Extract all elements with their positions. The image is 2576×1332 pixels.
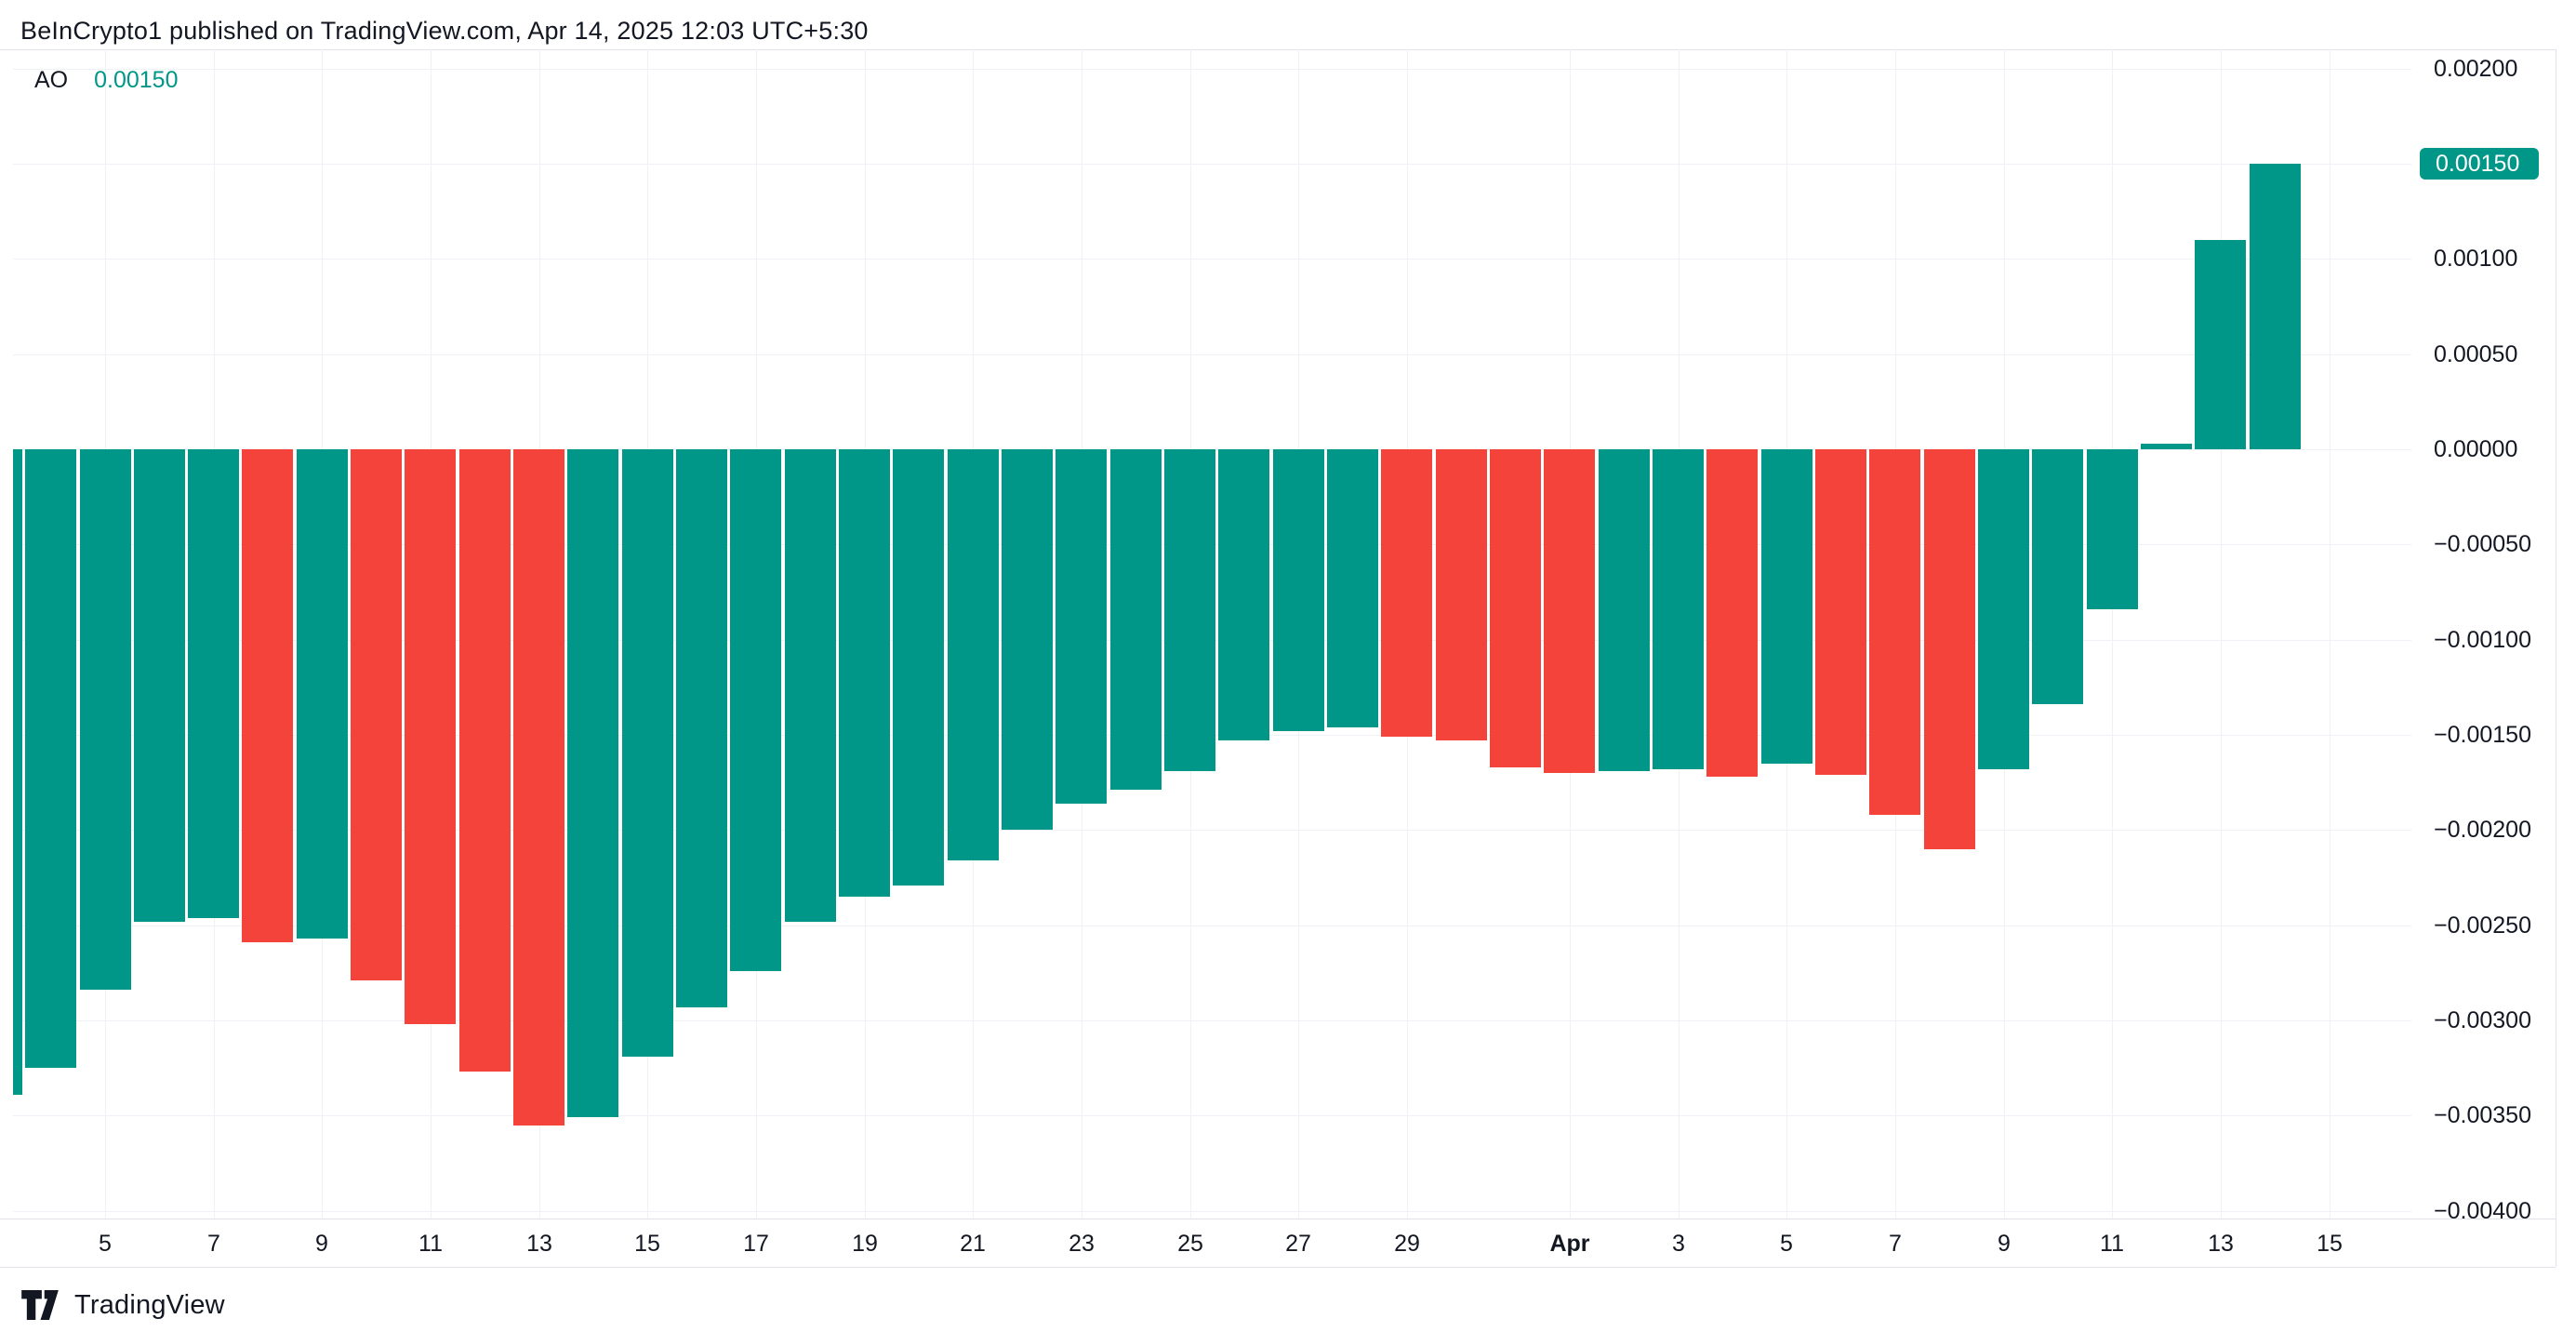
vertical-gridline <box>2221 49 2222 1219</box>
ao-bar[interactable] <box>839 449 891 898</box>
tradingview-logo-icon[interactable] <box>20 1289 60 1321</box>
time-tick-label: 9 <box>315 1231 328 1257</box>
ao-bar[interactable] <box>2086 449 2138 609</box>
horizontal-gridline <box>13 1210 2411 1212</box>
time-tick-label: 11 <box>418 1231 443 1257</box>
time-tick-label: 27 <box>1285 1231 1311 1257</box>
time-tick-label: 13 <box>2208 1231 2234 1257</box>
ao-bar[interactable] <box>513 449 565 1126</box>
horizontal-gridline <box>13 830 2411 832</box>
ao-bar[interactable] <box>1109 449 1162 791</box>
vertical-gridline <box>2112 49 2113 1219</box>
time-tick-label: 7 <box>1889 1231 1902 1257</box>
price-tick-label: −0.00150 <box>2434 722 2531 749</box>
ao-bar[interactable] <box>2032 449 2084 705</box>
ao-bar[interactable] <box>405 449 457 1025</box>
time-axis-bottom-border <box>0 1267 2556 1268</box>
time-tick-label: Apr <box>1549 1231 1590 1257</box>
time-tick-label: 7 <box>207 1231 220 1257</box>
tradingview-wordmark[interactable]: TradingView <box>74 1289 225 1320</box>
ao-bar[interactable] <box>621 449 673 1057</box>
indicator-value: 0.00150 <box>94 67 179 93</box>
price-tick-label: −0.00250 <box>2434 912 2531 939</box>
price-tick-label: −0.00300 <box>2434 1007 2531 1034</box>
time-tick-label: 3 <box>1672 1231 1685 1257</box>
ao-bar[interactable] <box>2141 443 2193 449</box>
ao-bar[interactable] <box>1435 449 1487 741</box>
indicator-name: AO <box>34 67 69 93</box>
ao-bar[interactable] <box>730 449 782 971</box>
time-tick-label: 11 <box>2100 1231 2124 1257</box>
ao-bar[interactable] <box>567 449 619 1118</box>
price-tick-label: −0.00200 <box>2434 817 2531 844</box>
tradingview-footer[interactable]: TradingView <box>20 1287 225 1323</box>
ao-bar[interactable] <box>676 449 728 1007</box>
ao-bar[interactable] <box>1002 449 1054 831</box>
ao-bar[interactable] <box>1381 449 1433 738</box>
ao-bar[interactable] <box>1544 449 1596 773</box>
price-tick-label: −0.00050 <box>2434 531 2531 558</box>
ao-bar[interactable] <box>1978 449 2030 769</box>
price-tick-label: 0.00000 <box>2434 436 2518 462</box>
ao-bar[interactable] <box>13 449 22 1095</box>
plot-top-border <box>0 49 2556 50</box>
ao-bar[interactable] <box>1272 449 1324 731</box>
price-tick-label: 0.00200 <box>2434 55 2518 82</box>
time-tick-label: 5 <box>1780 1231 1793 1257</box>
price-tick-label: 0.00050 <box>2434 340 2518 367</box>
ao-bar[interactable] <box>1706 449 1759 778</box>
time-tick-label: 15 <box>634 1231 660 1257</box>
time-tick-label: 13 <box>526 1231 552 1257</box>
horizontal-gridline <box>13 1115 2411 1117</box>
ao-bar[interactable] <box>1923 449 1975 849</box>
ao-bar[interactable] <box>2249 163 2301 449</box>
ao-bar[interactable] <box>458 449 511 1072</box>
ao-bar[interactable] <box>242 449 294 943</box>
time-tick-label: 15 <box>2317 1231 2343 1257</box>
ao-bar[interactable] <box>79 449 131 991</box>
ao-bar[interactable] <box>784 449 836 922</box>
ao-bar[interactable] <box>1327 449 1379 727</box>
ao-bar[interactable] <box>296 449 348 939</box>
time-tick-label: 9 <box>1998 1231 2011 1257</box>
time-tick-label: 17 <box>743 1231 769 1257</box>
attribution-title: BeInCrypto1 published on TradingView.com… <box>20 17 869 45</box>
ao-bar[interactable] <box>1056 449 1108 804</box>
time-tick-label: 5 <box>99 1231 112 1257</box>
ao-bar[interactable] <box>351 449 403 981</box>
time-tick-label: 19 <box>852 1231 878 1257</box>
last-value-badge: 0.00150 <box>2420 147 2539 180</box>
time-tick-label: 23 <box>1069 1231 1095 1257</box>
horizontal-gridline <box>13 1020 2411 1022</box>
ao-bar[interactable] <box>1815 449 1867 776</box>
price-tick-label: −0.00100 <box>2434 626 2531 653</box>
ao-bar[interactable] <box>1218 449 1270 741</box>
ao-bar[interactable] <box>1490 449 1542 767</box>
price-tick-label: −0.00350 <box>2434 1102 2531 1129</box>
ao-bar[interactable] <box>947 449 999 861</box>
ao-bar[interactable] <box>893 449 945 886</box>
horizontal-gridline <box>13 259 2411 260</box>
ao-bar[interactable] <box>25 449 77 1069</box>
ao-bar[interactable] <box>1869 449 1921 816</box>
ao-bar[interactable] <box>2195 239 2247 449</box>
time-tick-label: 25 <box>1177 1231 1203 1257</box>
ao-bar[interactable] <box>1653 449 1705 769</box>
horizontal-gridline <box>13 353 2411 355</box>
time-tick-label: 21 <box>960 1231 986 1257</box>
ao-bar[interactable] <box>1164 449 1216 771</box>
price-tick-label: −0.00400 <box>2434 1197 2531 1224</box>
horizontal-gridline <box>13 68 2411 70</box>
time-tick-label: 29 <box>1394 1231 1420 1257</box>
ao-bar[interactable] <box>1760 449 1812 764</box>
indicator-legend[interactable]: AO 0.00150 <box>34 67 179 94</box>
ao-bar[interactable] <box>1598 449 1650 771</box>
price-tick-label: 0.00100 <box>2434 246 2518 273</box>
ao-bar[interactable] <box>133 449 185 922</box>
chart-plot-area[interactable] <box>0 49 2556 1219</box>
ao-bar[interactable] <box>188 449 240 918</box>
horizontal-gridline <box>13 163 2411 165</box>
